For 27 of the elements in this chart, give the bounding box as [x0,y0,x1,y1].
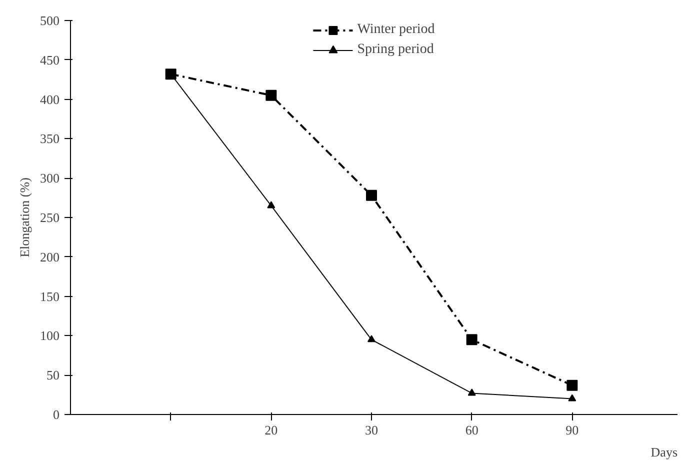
x-tick-label: 90 [566,422,579,438]
y-tick-label: 500 [40,13,60,28]
y-tick-label: 150 [40,288,60,304]
point [266,90,277,101]
y-axis-title: Elongation (%) [17,178,32,258]
y-tick-label: 0 [53,407,60,422]
x-axis-title: Days [650,444,678,460]
point [466,334,478,346]
legend-label: Winter period [357,22,435,38]
y-tick-label: 400 [40,92,60,107]
point [568,394,576,402]
y-tick-label: 350 [40,131,60,146]
y-tick-label: 300 [40,170,60,186]
x-tick-label: 30 [364,422,378,438]
legend-label: Spring period [357,42,434,58]
y-tick-label: 200 [40,249,60,264]
y-tick-label: 250 [40,210,60,225]
point [367,335,376,342]
point [366,190,377,201]
point [267,201,276,208]
x-tick-label: 60 [465,422,478,438]
point [468,388,476,396]
y-tick-label: 50 [46,368,60,383]
y-tick-label: 450 [40,52,60,68]
x-tick-label: 20 [264,422,278,438]
y-tick-label: 100 [40,328,60,344]
point [566,380,578,391]
